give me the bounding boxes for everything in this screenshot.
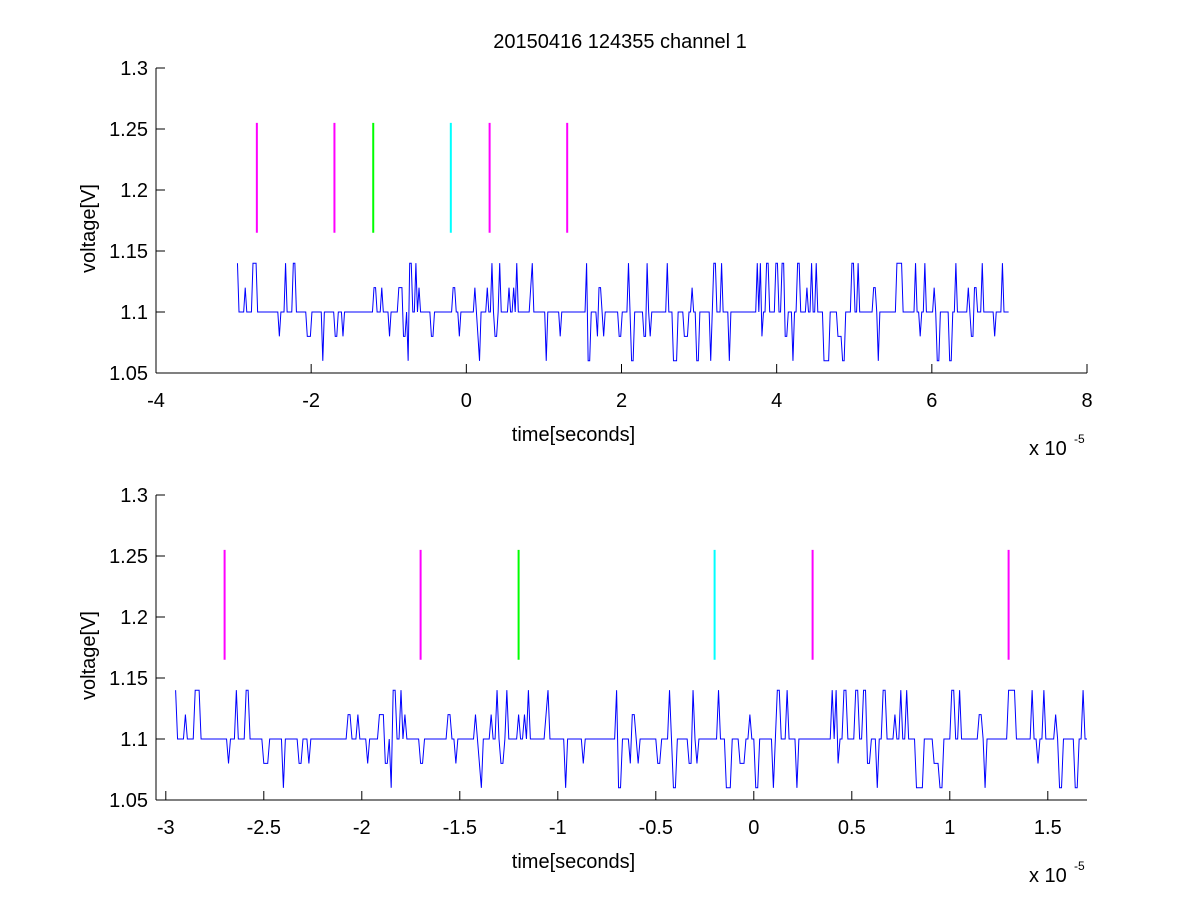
x-tick-label: 1.5 [1034, 817, 1062, 839]
top-plot: 1.05 1.1 1.15 1.2 1.25 1.3 -4 -2 0 2 4 6 8 time[secon… [78, 58, 1093, 460]
y-tick-label: 1.1 [120, 302, 148, 324]
x-axis-label: time[seconds] [512, 851, 635, 873]
x-tick-label: 0 [461, 390, 472, 412]
y-axis-label: voltage[V] [78, 611, 100, 700]
y-tick-label: 1.2 [120, 180, 148, 202]
x-tick-label: 1 [944, 817, 955, 839]
x-axis-label: time[seconds] [512, 424, 635, 446]
x-tick-label: 2 [616, 390, 627, 412]
x-tick-label: -2.5 [247, 817, 281, 839]
y-tick-label: 1.25 [109, 546, 148, 568]
y-tick-label: 1.15 [109, 668, 148, 690]
y-tick-label: 1.2 [120, 607, 148, 629]
y-tick-label: 1.05 [109, 790, 148, 812]
x-tick-label: -0.5 [639, 817, 673, 839]
y-tick-label: 1.1 [120, 729, 148, 751]
x-tick-label: 6 [926, 390, 937, 412]
x-tick-label: -1.5 [443, 817, 477, 839]
y-tick-label: 1.25 [109, 119, 148, 141]
x-exponent-label: x 10 [1029, 438, 1067, 460]
x-tick-label: -2 [302, 390, 320, 412]
figure-title: 20150416 124355 channel 1 [493, 31, 747, 53]
signal-line [175, 689, 1087, 789]
y-tick-label: 1.3 [120, 58, 148, 80]
x-tick-label: 0 [748, 817, 759, 839]
x-exponent-power: -5 [1074, 859, 1085, 873]
y-tick-label: 1.05 [109, 363, 148, 385]
x-tick-label: 4 [771, 390, 782, 412]
x-exponent-power: -5 [1074, 432, 1085, 446]
signal-line [236, 262, 1009, 362]
x-tick-label: -3 [157, 817, 175, 839]
x-tick-label: -4 [147, 390, 165, 412]
x-tick-label: -2 [353, 817, 371, 839]
y-axis-label: voltage[V] [78, 184, 100, 273]
x-tick-label: 8 [1081, 390, 1092, 412]
y-tick-label: 1.15 [109, 241, 148, 263]
bottom-plot: 1.05 1.1 1.15 1.2 1.25 1.3 -3 -2.5 -2 -1.5 -1 -0.5 0… [78, 485, 1087, 887]
y-tick-label: 1.3 [120, 485, 148, 507]
x-tick-label: -1 [549, 817, 567, 839]
x-exponent-label: x 10 [1029, 865, 1067, 887]
x-tick-label: 0.5 [838, 817, 866, 839]
